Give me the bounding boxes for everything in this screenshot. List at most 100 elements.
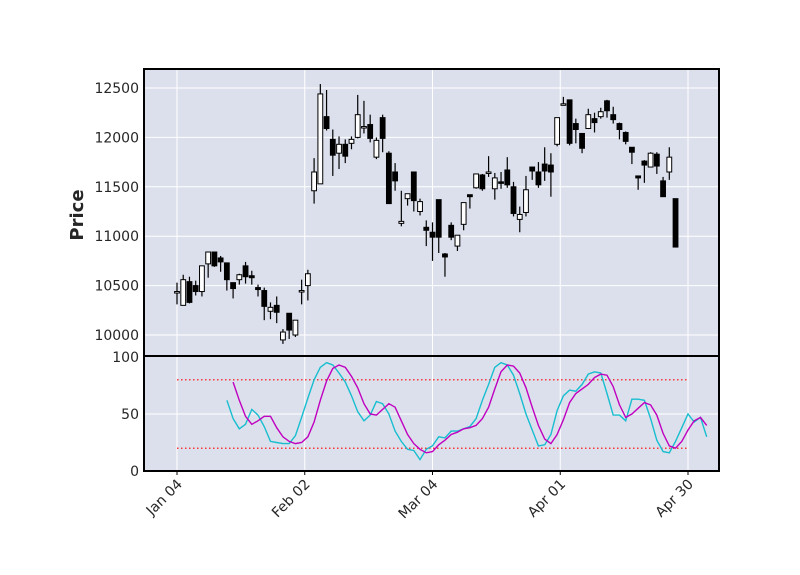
candle bbox=[510, 181, 517, 217]
panel-frames bbox=[143, 68, 720, 472]
candle bbox=[516, 206, 523, 233]
candle bbox=[672, 198, 679, 248]
candle bbox=[473, 173, 480, 189]
candle bbox=[205, 251, 212, 278]
candle bbox=[423, 220, 430, 247]
candle bbox=[442, 252, 448, 277]
price-panel-background bbox=[144, 69, 719, 356]
x-tick-label: Feb 02 bbox=[269, 477, 314, 522]
y-tick-label: 0 bbox=[130, 464, 139, 480]
candle bbox=[535, 162, 542, 188]
candle bbox=[367, 114, 374, 143]
candle bbox=[323, 89, 330, 131]
candle bbox=[304, 269, 311, 301]
candle bbox=[560, 96, 567, 106]
candle bbox=[273, 296, 280, 324]
price-panel bbox=[144, 69, 719, 356]
candle bbox=[236, 273, 243, 285]
oscillator-threshold-lines bbox=[177, 379, 688, 449]
oscillator-y-tick-labels: 0 50 100 bbox=[112, 350, 139, 480]
candle bbox=[186, 276, 193, 304]
candle bbox=[622, 131, 629, 145]
candle bbox=[523, 175, 529, 217]
candle bbox=[404, 193, 411, 206]
price-y-tick-labels: 10000 10500 11000 11500 12000 12500 bbox=[94, 81, 139, 344]
candle bbox=[629, 146, 635, 165]
candle bbox=[311, 158, 317, 204]
y-tick-label: 11000 bbox=[94, 229, 139, 245]
y-tick-label: 50 bbox=[121, 407, 139, 423]
candle bbox=[635, 175, 642, 190]
candle bbox=[392, 163, 399, 191]
candle bbox=[336, 136, 342, 170]
candle bbox=[554, 117, 561, 147]
candle bbox=[641, 160, 648, 183]
oscillator-frame bbox=[143, 355, 720, 472]
d-line bbox=[232, 364, 708, 454]
candle bbox=[429, 222, 436, 261]
candle bbox=[261, 287, 268, 321]
candle bbox=[604, 99, 610, 118]
candle bbox=[479, 173, 486, 191]
candle bbox=[585, 108, 592, 130]
x-tick-label: Mar 04 bbox=[396, 476, 442, 522]
candle bbox=[398, 190, 405, 227]
y-tick-label: 10000 bbox=[94, 328, 139, 344]
candle bbox=[329, 129, 336, 176]
x-tick-labels: Jan 04 Feb 02 Mar 04 Apr 01 Apr 30 bbox=[143, 471, 697, 522]
candle bbox=[223, 262, 230, 291]
candle bbox=[616, 122, 623, 140]
candle bbox=[454, 234, 461, 252]
candle bbox=[548, 153, 554, 197]
price-gridlines bbox=[144, 69, 719, 356]
candle bbox=[354, 94, 361, 139]
candle bbox=[591, 112, 598, 133]
candle bbox=[653, 152, 660, 174]
candle bbox=[174, 282, 180, 305]
x-tick-label: Jan 04 bbox=[143, 476, 186, 519]
oscillator-panel bbox=[144, 356, 719, 471]
candle bbox=[292, 319, 299, 337]
candle bbox=[435, 199, 442, 253]
candle bbox=[230, 282, 236, 299]
candle bbox=[385, 151, 392, 205]
candle bbox=[267, 302, 274, 320]
candle bbox=[410, 171, 417, 212]
candle bbox=[280, 329, 286, 344]
price-axis-title: Price bbox=[67, 189, 88, 240]
candle bbox=[660, 176, 666, 198]
candle bbox=[572, 118, 579, 144]
candle bbox=[529, 166, 536, 180]
candle bbox=[460, 202, 467, 231]
candle bbox=[361, 100, 367, 134]
candle bbox=[566, 99, 573, 146]
candle bbox=[647, 152, 654, 168]
candle bbox=[610, 106, 617, 124]
candle bbox=[379, 114, 386, 153]
candle bbox=[541, 147, 548, 181]
candle bbox=[342, 139, 349, 164]
x-tick-label: Apr 01 bbox=[525, 477, 569, 521]
candle bbox=[317, 84, 324, 185]
candle bbox=[211, 251, 218, 267]
candle bbox=[242, 261, 249, 284]
candle bbox=[286, 312, 293, 339]
candle bbox=[180, 274, 187, 306]
oscillator-lines bbox=[226, 361, 708, 461]
candle bbox=[597, 107, 604, 119]
candle bbox=[199, 265, 205, 297]
candle bbox=[217, 255, 224, 272]
candle bbox=[348, 136, 355, 150]
candle bbox=[298, 279, 305, 305]
candle bbox=[504, 157, 511, 188]
candle bbox=[491, 172, 498, 200]
candle bbox=[466, 194, 473, 209]
candle bbox=[248, 270, 255, 285]
y-tick-label: 11500 bbox=[94, 180, 139, 196]
candlesticks bbox=[174, 84, 679, 344]
candle bbox=[485, 156, 492, 177]
y-tick-label: 12000 bbox=[94, 130, 139, 146]
candle bbox=[666, 147, 673, 180]
y-tick-label: 12500 bbox=[94, 81, 139, 97]
